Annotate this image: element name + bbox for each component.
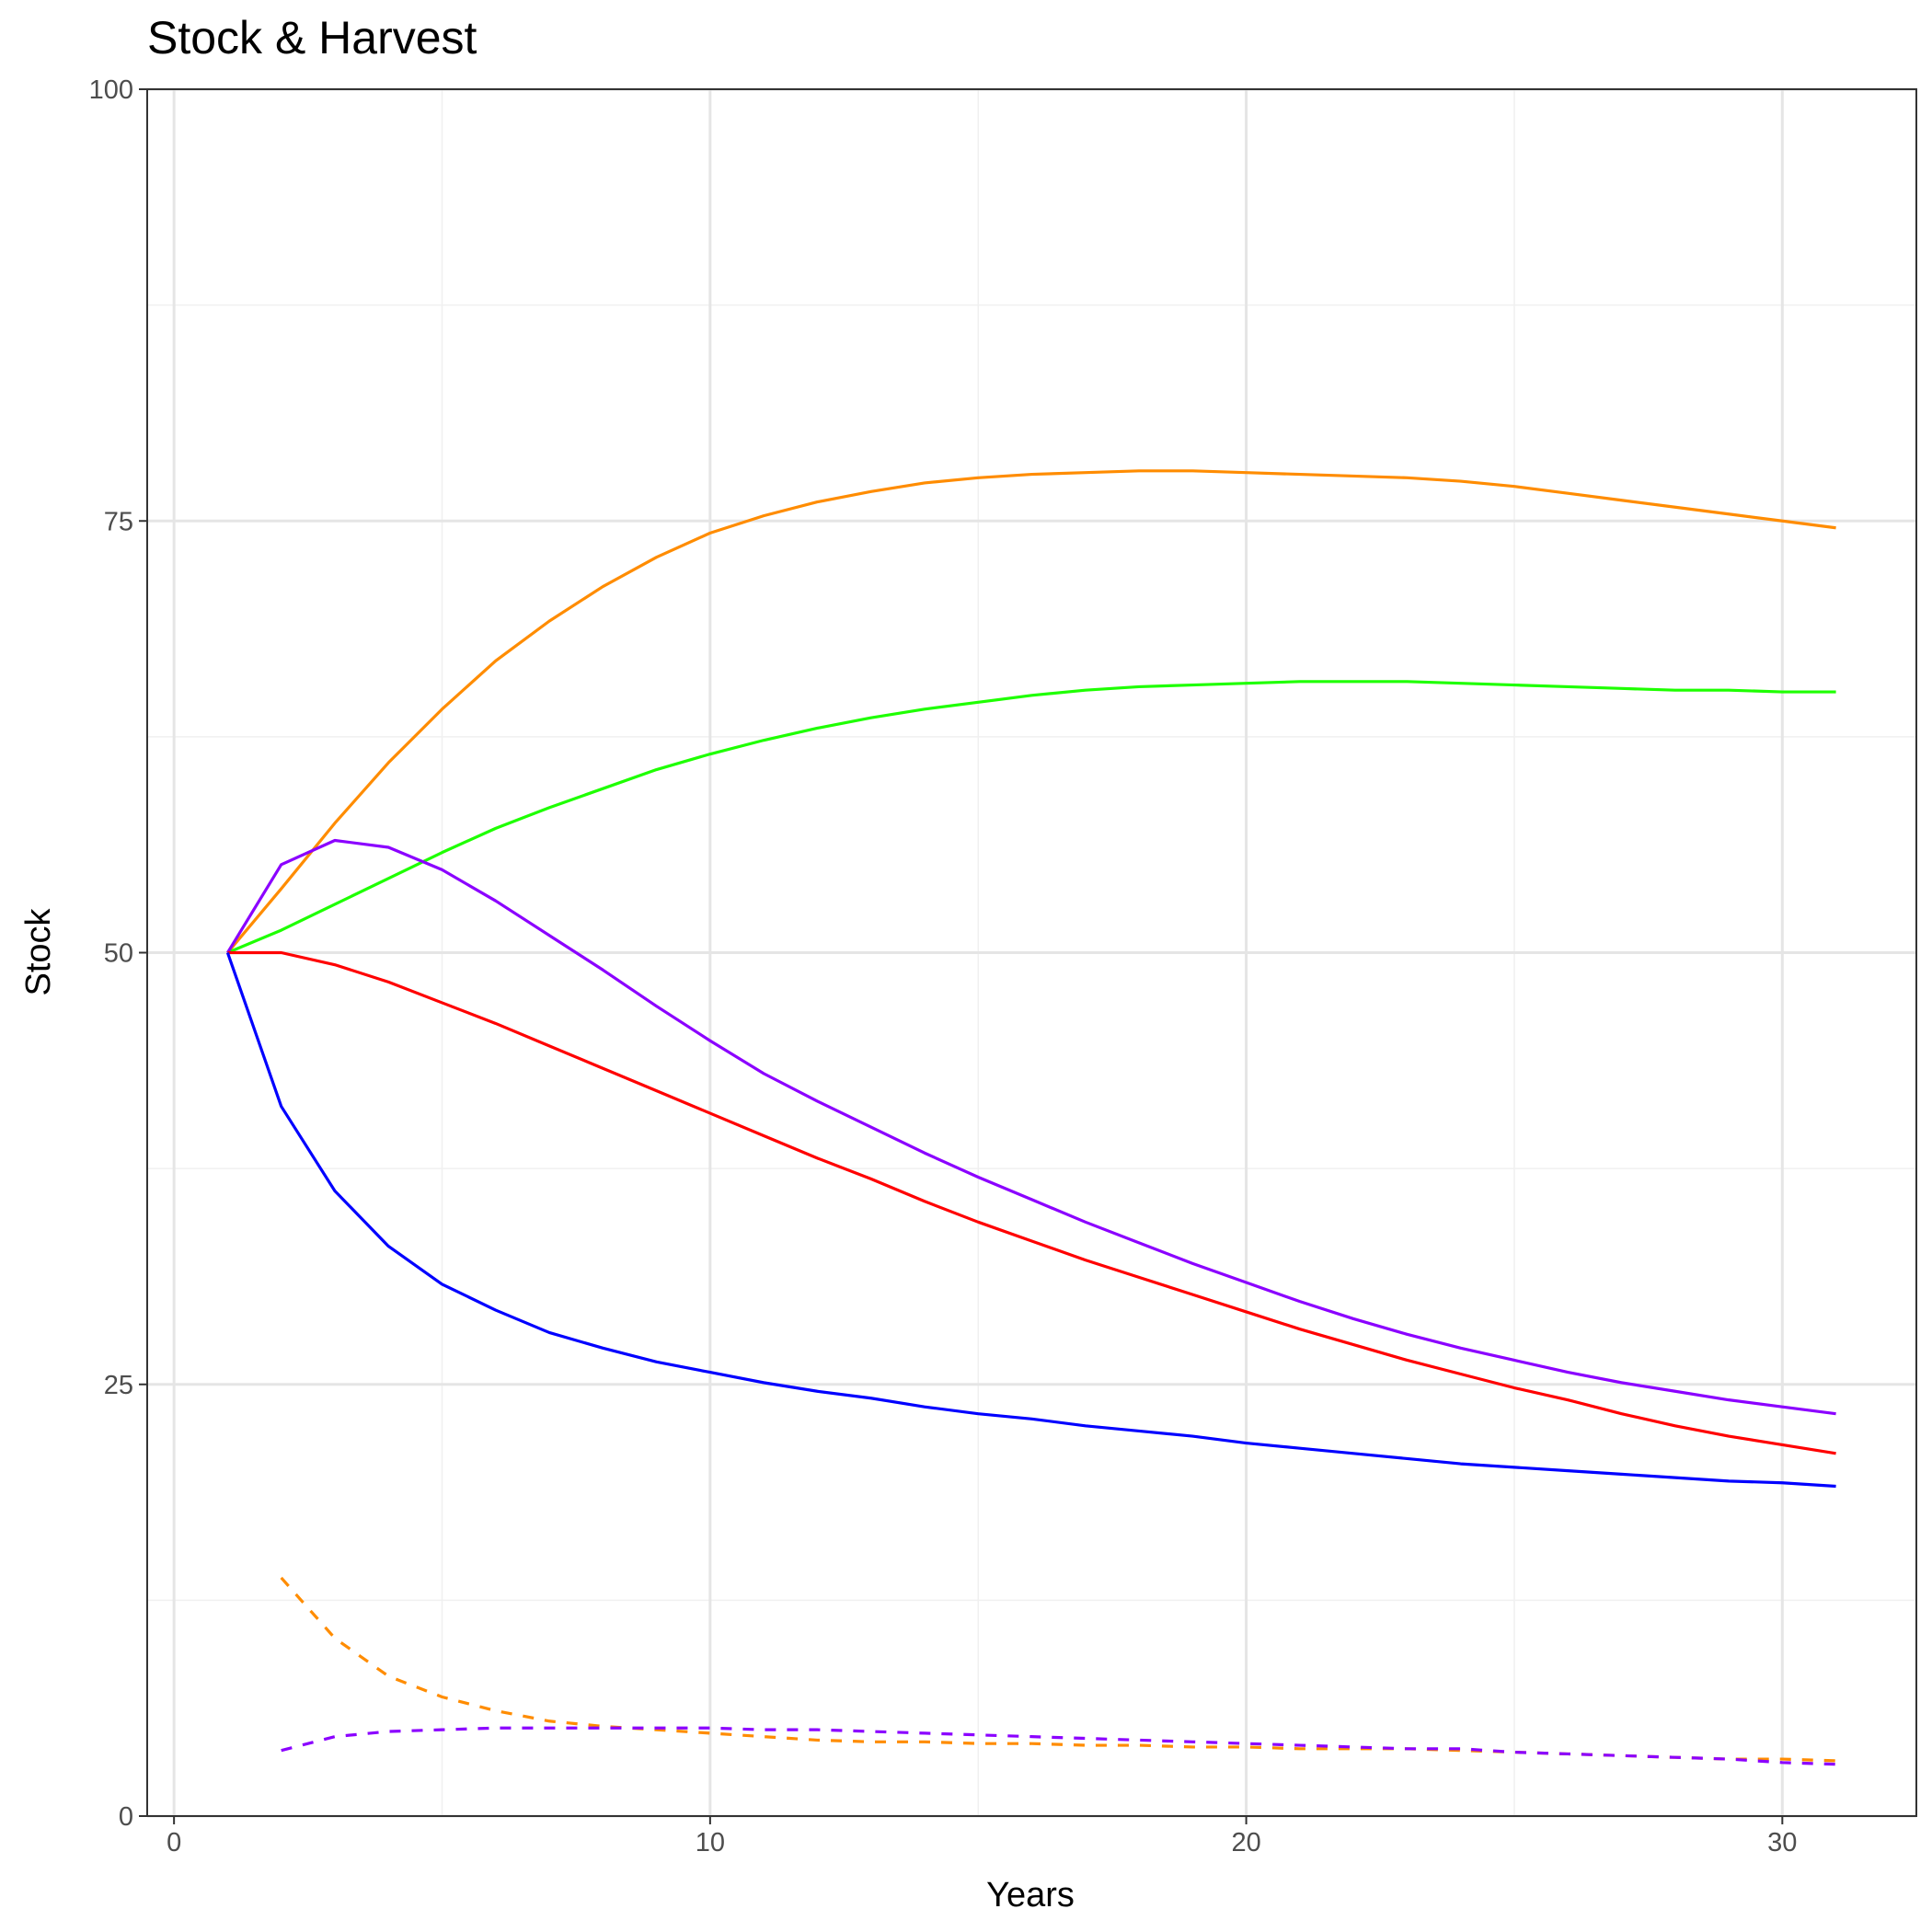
chart-title: Stock & Harvest <box>147 12 477 63</box>
series-line <box>281 1726 1836 1766</box>
series-line <box>226 838 1836 1416</box>
series-line <box>227 950 1836 1455</box>
y-tick-label: 75 <box>104 507 133 536</box>
plot-border <box>146 88 1917 1817</box>
x-tick-label: 20 <box>1231 1828 1260 1857</box>
x-tick-label: 10 <box>696 1828 725 1857</box>
x-axis-title: Years <box>986 1876 1075 1915</box>
y-tick-label: 50 <box>104 939 133 969</box>
y-tick-label: 25 <box>104 1371 133 1400</box>
series-line <box>226 469 1836 954</box>
series-line <box>225 951 1836 1489</box>
y-axis-title: Stock <box>19 907 58 995</box>
y-tick-label: 100 <box>89 75 133 105</box>
series-line <box>280 1576 1836 1763</box>
x-tick-label: 0 <box>167 1828 181 1857</box>
series-line <box>226 680 1836 954</box>
y-tick-label: 0 <box>119 1802 133 1832</box>
x-tick-label: 30 <box>1767 1828 1797 1857</box>
